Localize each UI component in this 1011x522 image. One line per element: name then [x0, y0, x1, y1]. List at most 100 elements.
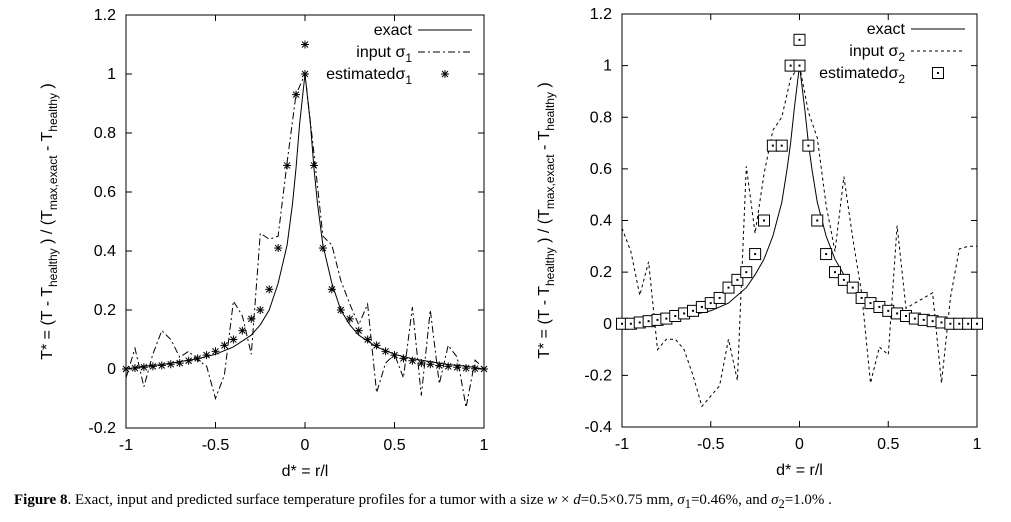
- figure-canvas: -0.2 0 0.2 0.4 0.6 0.8 1 1.2 -1 -0.5 0 0.5 1 d* = r/l…: [39, 6, 983, 480]
- asterisk-stroke: [149, 362, 157, 370]
- legend-label-input: input σ2: [849, 43, 905, 64]
- square-marker-dot: [931, 320, 934, 323]
- data-point: [211, 347, 220, 356]
- square-marker-dot: [798, 38, 801, 41]
- series-input: [621, 64, 977, 408]
- square-marker-dot: [683, 312, 686, 315]
- square-marker-dot: [709, 302, 712, 305]
- asterisk-stroke: [426, 360, 434, 368]
- data-point: [971, 317, 983, 330]
- y-axis-label-part: - T: [536, 130, 553, 154]
- data-point: [453, 363, 462, 372]
- data-point: [166, 360, 175, 369]
- data-point: [139, 363, 148, 372]
- asterisk-stroke: [364, 336, 372, 343]
- asterisk-stroke: [230, 336, 237, 343]
- asterisk-stroke: [441, 70, 449, 78]
- figure-caption: Figure 8. Exact, input and predicted sur…: [14, 492, 1004, 512]
- data-point: [265, 285, 274, 294]
- square-marker-dot: [807, 144, 810, 147]
- data-point: [301, 40, 309, 49]
- square-marker-dot: [727, 286, 730, 289]
- square-marker-dot: [860, 296, 863, 299]
- y-axis-label-part: T* = (T - T: [536, 286, 553, 359]
- square-marker-dot: [851, 286, 854, 289]
- square-marker-dot: [922, 318, 925, 321]
- asterisk-stroke: [274, 244, 282, 252]
- y-tick-label: 0.8: [94, 125, 116, 142]
- caption-dims: =0.5×0.75 mm,: [580, 492, 678, 508]
- y-axis-label: T* = (T - Thealthy ) / (Tmax,exact - The…: [39, 83, 60, 360]
- y-tick-label: 1.2: [94, 7, 116, 24]
- legend-sigma: σ: [888, 65, 898, 82]
- caption-sigma-1-value: =0.46%, and: [690, 492, 772, 508]
- data-point: [309, 161, 318, 170]
- square-marker-dot: [789, 64, 792, 67]
- data-point: [417, 359, 426, 368]
- data-point: [811, 214, 824, 227]
- x-tick-label: 0.5: [383, 437, 405, 454]
- x-tick-label: 0.5: [877, 436, 899, 453]
- asterisk-stroke: [355, 327, 363, 335]
- legend-label-estimated: estimatedσ1: [326, 66, 412, 87]
- data-point: [462, 364, 471, 373]
- y-tick-label: 1: [603, 58, 612, 75]
- asterisk-stroke: [471, 365, 479, 373]
- series-input: [125, 72, 485, 408]
- asterisk-stroke: [256, 306, 264, 314]
- square-marker-dot: [692, 309, 694, 312]
- asterisk-stroke: [391, 351, 398, 359]
- x-tick-label: 1: [973, 436, 982, 453]
- data-point: [175, 359, 184, 368]
- y-axis-label-subscript: max,exact: [46, 155, 60, 210]
- legend-label-exact: exact: [867, 21, 906, 38]
- square-marker-dot: [736, 278, 739, 281]
- y-axis-label-part: - T: [39, 131, 56, 155]
- data-point: [775, 139, 788, 152]
- y-tick-label: 1.2: [590, 6, 612, 23]
- y-tick-label: 0.2: [94, 302, 116, 319]
- legend-sigma-subscript: 1: [405, 73, 412, 87]
- y-tick-label: 0.6: [94, 184, 116, 201]
- data-point: [381, 347, 390, 356]
- asterisk-stroke: [122, 365, 130, 373]
- asterisk-stroke: [480, 365, 488, 373]
- caption-times: ×: [557, 492, 574, 508]
- caption-text: . Exact, input and predicted surface tem…: [67, 492, 548, 508]
- data-point: [327, 285, 336, 294]
- y-tick-label: 0.2: [590, 264, 612, 281]
- data-point: [202, 351, 211, 360]
- square-marker-dot: [834, 271, 836, 274]
- y-tick-label: 0.6: [590, 161, 612, 178]
- asterisk-stroke: [158, 362, 166, 369]
- asterisk-stroke: [337, 306, 345, 314]
- data-point: [193, 354, 202, 363]
- y-tick-label: 0.8: [590, 109, 612, 126]
- y-axis-label-part: ) / (T: [39, 210, 56, 248]
- asterisk-stroke: [212, 347, 219, 355]
- square-marker-dot: [896, 312, 899, 315]
- asterisk-stroke: [400, 355, 407, 362]
- asterisk-stroke: [301, 41, 309, 48]
- asterisk-stroke: [319, 244, 327, 252]
- asterisk-stroke: [238, 327, 246, 335]
- legend-label-text: input: [356, 44, 395, 61]
- series-estimated: [122, 40, 488, 373]
- square-marker-dot: [905, 315, 907, 318]
- series-exact: [125, 73, 485, 370]
- series-exact: [621, 65, 978, 325]
- data-point: [802, 139, 815, 152]
- asterisk-stroke: [328, 285, 336, 293]
- asterisk-stroke: [346, 315, 354, 323]
- caption-sigma-2-sub: 2: [778, 497, 785, 511]
- y-tick-label: 0: [603, 316, 612, 333]
- caption-sigma-2: σ: [771, 492, 779, 508]
- chart-1: -0.2 0 0.2 0.4 0.6 0.8 1 1.2 -1 -0.5 0 0.5 1 d* = r/l…: [39, 7, 489, 480]
- y-axis-label-part: ): [536, 82, 553, 92]
- legend-sigma: σ: [888, 43, 898, 60]
- data-point: [122, 365, 130, 373]
- data-point: [283, 161, 292, 170]
- square-marker-dot: [976, 322, 978, 325]
